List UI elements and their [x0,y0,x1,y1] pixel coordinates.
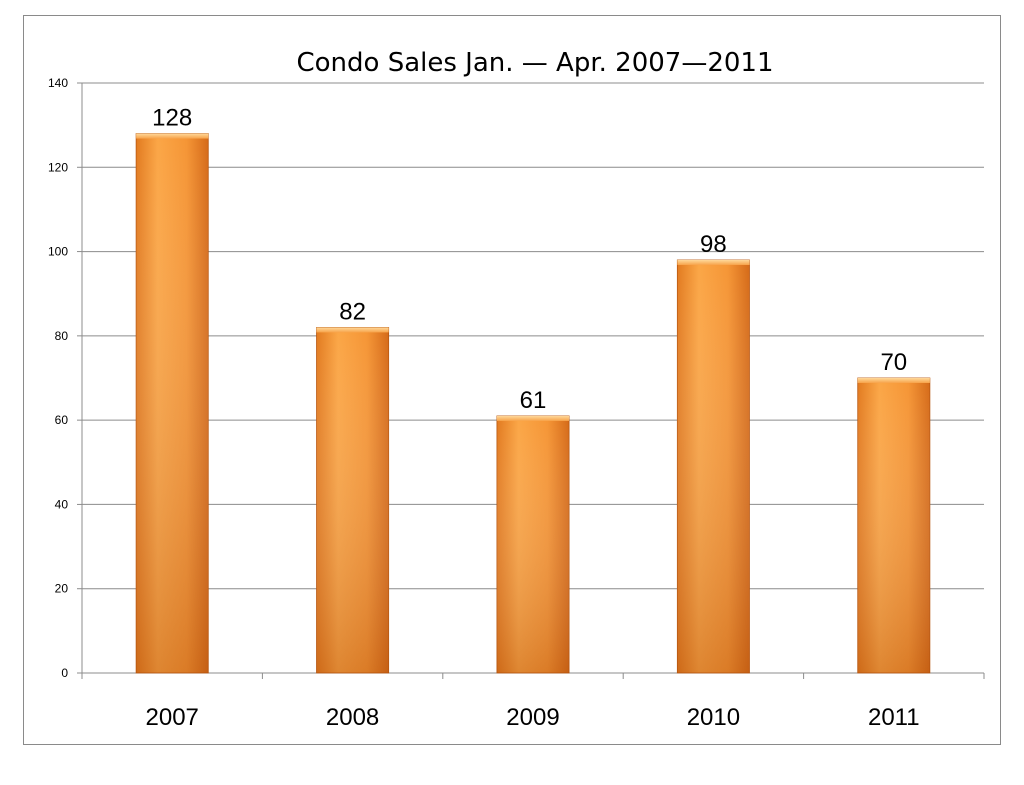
y-tick-label: 120 [48,160,68,174]
bar-2008 [316,327,390,674]
bar-2007 [135,133,209,674]
y-tick-label: 20 [55,582,69,596]
y-tick-label: 80 [55,329,69,343]
x-tick-label: 2007 [146,704,199,731]
data-label: 128 [152,105,192,132]
y-tick-label: 100 [48,245,68,259]
bar-shading [496,415,570,673]
x-tick-label: 2010 [687,704,740,731]
bar-cap [136,133,209,139]
x-tick-label: 2011 [868,704,920,731]
bar-shading [136,133,209,674]
y-tick-label: 60 [55,413,69,427]
bar-2010 [676,259,750,674]
y-axis-tick-labels: 0 20 40 60 80 100 120 140 [48,76,68,680]
bar-shading [857,378,930,673]
data-label: 98 [700,231,727,258]
bar-shading [677,260,750,673]
bar-cap [316,327,389,333]
bar-chart: Condo Sales Jan. — Apr. 2007—2011 0 20 40 6… [48,48,985,731]
chart-frame: Condo Sales Jan. — Apr. 2007—2011 0 20 40 6… [23,15,1001,745]
y-tick-label: 0 [61,666,68,680]
data-label: 70 [880,349,907,376]
y-tick-label: 140 [48,76,68,90]
bar-cap [677,260,750,265]
data-labels: 128 82 61 98 70 [152,105,907,414]
data-label: 61 [520,387,547,414]
bar-2011 [857,377,931,674]
chart-title: Condo Sales Jan. — Apr. 2007—2011 [296,48,773,78]
bar-cap [496,415,570,421]
bars [135,133,931,674]
bar-2009 [496,415,570,674]
x-axis-tick-labels: 2007 2008 2009 2010 2011 [146,704,920,731]
x-tick-label: 2009 [506,704,559,731]
y-tick-label: 40 [55,497,69,511]
bar-shading [316,327,389,673]
bar-cap [857,378,930,383]
x-tick-label: 2008 [326,704,379,731]
data-label: 82 [339,298,366,325]
